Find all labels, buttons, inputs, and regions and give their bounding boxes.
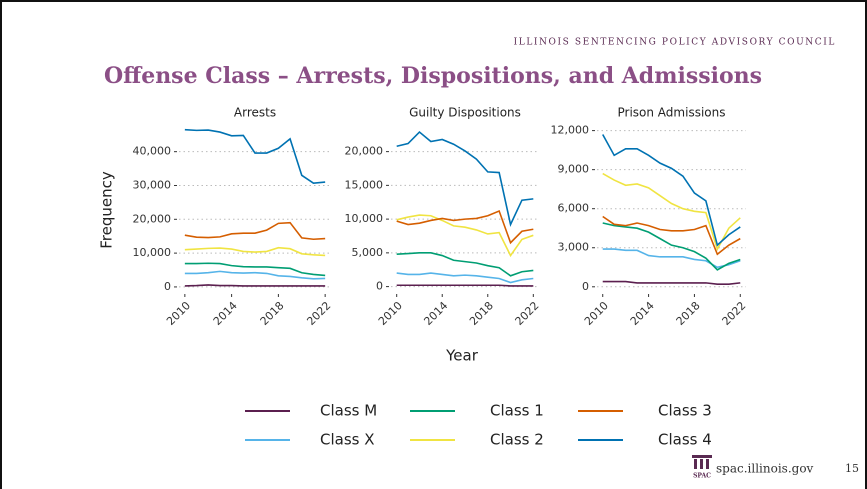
- y-tick-label: 0: [582, 280, 589, 293]
- legend-label: Class X: [320, 431, 375, 449]
- chart-title: Prison Admissions: [618, 106, 726, 120]
- page-number: 15: [845, 462, 859, 475]
- y-tick-label: 30,000: [133, 178, 172, 191]
- y-tick-label: 15,000: [345, 178, 384, 191]
- legend-label: Class 2: [490, 431, 544, 449]
- series-line: Class 2: [396, 214, 534, 258]
- legend-label: Class 3: [658, 402, 712, 420]
- logo-pillar: [706, 459, 709, 469]
- footer-site: spac.illinois.gov: [716, 462, 814, 476]
- series-line: Class 1: [396, 252, 534, 277]
- y-tick-label: 20,000: [345, 145, 384, 158]
- legend-label: Class 4: [658, 431, 712, 449]
- logo-pillar: [700, 459, 703, 469]
- y-tick-label: 20,000: [133, 212, 172, 225]
- slide-title: Offense Class – Arrests, Dispositions, a…: [104, 63, 762, 89]
- y-axis-label: Frequency: [98, 171, 116, 249]
- series-line: Class 2: [602, 172, 741, 252]
- y-tick-label: 3,000: [558, 241, 590, 254]
- series-line: Class 1: [184, 262, 326, 277]
- series-line: Class X: [602, 248, 741, 269]
- header: ILLINOIS SENTENCING POLICY ADVISORY COUN…: [514, 38, 836, 48]
- y-tick-label: 12,000: [551, 124, 590, 137]
- y-tick-label: 0: [164, 280, 171, 293]
- series-line: Class 3: [184, 221, 326, 241]
- series-line: Class X: [396, 272, 534, 284]
- y-tick-label: 10,000: [345, 212, 384, 225]
- series-line: Class 4: [184, 128, 326, 184]
- series-line: Class 2: [184, 246, 326, 257]
- series-line: Class X: [184, 270, 326, 280]
- y-tick-label: 0: [376, 280, 383, 293]
- logo: SPAC: [692, 455, 712, 480]
- legend-label: Class M: [320, 402, 377, 420]
- chart-title: Arrests: [234, 106, 276, 120]
- logo-roof: [692, 455, 712, 458]
- chart-title: Guilty Dispositions: [409, 106, 521, 120]
- x-axis-label: Year: [445, 347, 479, 365]
- logo-pillar: [694, 459, 697, 469]
- series-line: Class 3: [602, 215, 741, 256]
- y-tick-label: 40,000: [133, 145, 172, 158]
- legend-label: Class 1: [490, 402, 544, 420]
- logo-text: SPAC: [693, 473, 711, 480]
- series-line: Class M: [396, 284, 534, 287]
- series-line: Class 4: [602, 134, 741, 247]
- series-line: Class 4: [396, 130, 534, 227]
- y-tick-label: 9,000: [558, 163, 590, 176]
- y-tick-label: 6,000: [558, 202, 590, 215]
- series-line: Class M: [602, 280, 741, 285]
- series-line: Class 3: [396, 209, 534, 245]
- series-line: Class M: [184, 284, 326, 287]
- y-tick-label: 5,000: [352, 246, 384, 259]
- y-tick-label: 10,000: [133, 246, 172, 259]
- series-line: Class 1: [602, 222, 741, 271]
